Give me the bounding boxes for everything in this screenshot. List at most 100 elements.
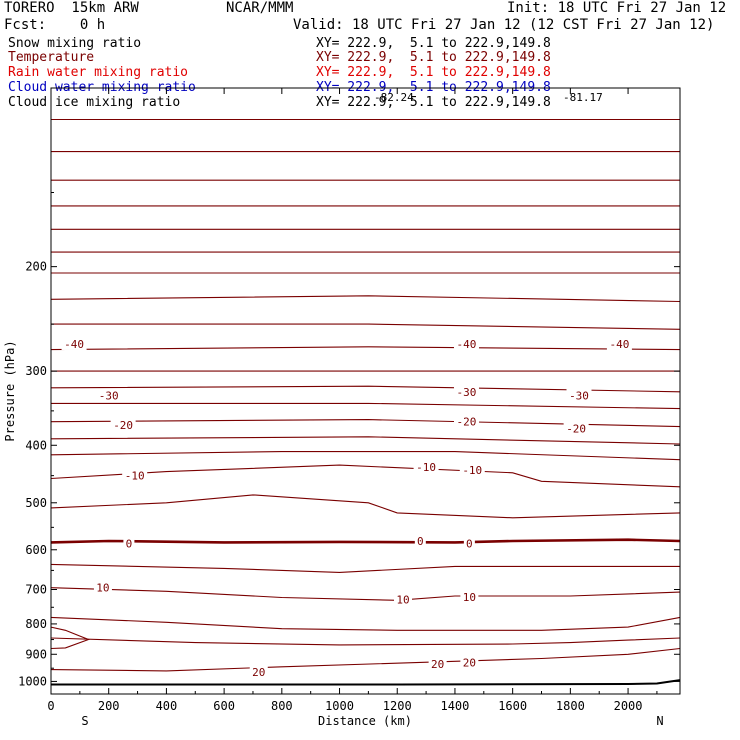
y-tick-label: 500 bbox=[25, 496, 47, 510]
contour-label-bg bbox=[123, 536, 135, 550]
contour-label: -10 bbox=[462, 464, 482, 477]
y-tick-label: 900 bbox=[25, 647, 47, 661]
contour-label: 0 bbox=[466, 537, 473, 550]
contour-label-bg bbox=[61, 336, 87, 350]
temperature-contour bbox=[50, 587, 681, 601]
temperature-contour bbox=[50, 647, 681, 672]
temperature-contour bbox=[50, 346, 681, 351]
contour-label-bg bbox=[459, 462, 485, 476]
y-tick-label: 200 bbox=[25, 260, 47, 274]
contour-label-bg bbox=[460, 655, 479, 669]
contour-label: 10 bbox=[396, 594, 409, 607]
field-name-rain: Rain water mixing ratio bbox=[8, 65, 189, 80]
contour-label-bg bbox=[463, 536, 475, 550]
field-name-snow: Snow mixing ratio bbox=[8, 36, 142, 51]
contour-label-bg bbox=[96, 388, 122, 402]
temperature-contour bbox=[50, 616, 681, 631]
contour-label-bg bbox=[606, 336, 632, 350]
temperature-contour bbox=[50, 436, 681, 445]
field-xy-snow: XY= 222.9, 5.1 to 222.9,149.8 bbox=[316, 36, 551, 51]
x-tick-label: 800 bbox=[271, 699, 293, 713]
field-name-temperature: Temperature bbox=[8, 50, 95, 65]
temperature-contour bbox=[50, 563, 680, 573]
temperature-contour bbox=[51, 323, 681, 330]
x-tick-label: 1200 bbox=[383, 699, 412, 713]
temperature-contour bbox=[50, 494, 681, 519]
model-title: TORERO 15km ARW bbox=[4, 0, 139, 16]
field-name-cloud-ice: Cloud ice mixing ratio bbox=[8, 95, 181, 110]
contour-label-bg bbox=[453, 384, 479, 398]
top-overlay-label-left: -82.24 bbox=[374, 91, 414, 104]
temperature-contour bbox=[50, 538, 681, 544]
x-tick-label: 400 bbox=[156, 699, 178, 713]
contour-label: 10 bbox=[463, 591, 476, 604]
contour-label: -20 bbox=[457, 416, 477, 429]
x-tick-label: 1600 bbox=[498, 699, 527, 713]
temperature-contour bbox=[50, 626, 91, 650]
contour-label: -10 bbox=[125, 470, 145, 483]
center-label: NCAR/MMM bbox=[226, 0, 294, 16]
contour-labels: -40 -40 -40 -30 -30 -30 -20 -20 -20 -10 -10 -10 0 0 0 1… bbox=[61, 336, 632, 679]
contour-label-bg bbox=[93, 580, 112, 594]
contour-label: -30 bbox=[569, 390, 589, 403]
contour-label: -20 bbox=[566, 423, 586, 436]
field-xy-cloud-ice: XY= 222.9, 5.1 to 222.9,149.8 bbox=[316, 95, 551, 110]
contour-label-bg bbox=[453, 414, 479, 428]
x-tick-label: 200 bbox=[98, 699, 120, 713]
south-end-label: S bbox=[81, 714, 88, 728]
contour-label: 10 bbox=[96, 582, 109, 595]
x-tick-label: 600 bbox=[213, 699, 235, 713]
top-overlay-label-right: -81.17 bbox=[563, 91, 603, 104]
north-end-label: N bbox=[656, 714, 663, 728]
contour-label: -30 bbox=[457, 386, 477, 399]
contour-label-bg bbox=[394, 592, 413, 606]
y-tick-label: 600 bbox=[25, 543, 47, 557]
contour-label: -40 bbox=[609, 338, 629, 351]
contour-label-bg bbox=[460, 589, 479, 603]
terrain-layer bbox=[51, 679, 681, 686]
y-tick-label: 1000 bbox=[18, 674, 47, 688]
contour-label-bg bbox=[563, 421, 589, 435]
x-axis: 0 200 400 600 800 1000 1200 1400 1600 1800 2000 bbox=[47, 88, 658, 713]
contour-label-bg bbox=[122, 468, 148, 482]
y-tick-label: 400 bbox=[25, 438, 47, 452]
contour-label-bg bbox=[413, 459, 439, 473]
contour-label: -40 bbox=[64, 338, 84, 351]
field-xy-temperature: XY= 222.9, 5.1 to 222.9,149.8 bbox=[316, 50, 551, 65]
contour-label-bg bbox=[428, 657, 447, 671]
contour-label-bg bbox=[414, 534, 426, 548]
contour-label: -20 bbox=[113, 419, 133, 432]
contour-label: 0 bbox=[417, 535, 424, 548]
init-time: Init: 18 UTC Fri 27 Jan 12 bbox=[507, 0, 727, 16]
valid-time: Valid: 18 UTC Fri 27 Jan 12 (12 CST Fri … bbox=[293, 17, 715, 33]
contour-label: -10 bbox=[416, 461, 436, 474]
contour-label-bg bbox=[249, 665, 268, 679]
temperature-contour bbox=[50, 295, 681, 303]
x-tick-label: 1000 bbox=[325, 699, 354, 713]
contour-label-bg bbox=[566, 388, 592, 402]
plot-frame bbox=[50, 87, 681, 695]
terrain-line bbox=[51, 679, 681, 686]
contour-label: -30 bbox=[99, 390, 119, 403]
y-axis-title: Pressure (hPa) bbox=[3, 340, 17, 441]
y-tick-label: 300 bbox=[25, 364, 47, 378]
forecast-hour: Fcst: 0 h bbox=[4, 17, 106, 33]
contour-label-bg bbox=[453, 336, 479, 350]
y-tick-label: 800 bbox=[25, 617, 47, 631]
contour-label: 0 bbox=[126, 537, 133, 550]
temperature-contour bbox=[50, 451, 681, 461]
x-tick-label: 1400 bbox=[440, 699, 469, 713]
temperature-contour bbox=[51, 402, 681, 410]
temperature-contour bbox=[50, 637, 681, 646]
y-tick-label: 700 bbox=[25, 583, 47, 597]
contour-label-bg bbox=[110, 418, 136, 432]
contour-label: 20 bbox=[431, 658, 444, 671]
contour-label: 20 bbox=[463, 657, 476, 670]
field-xy-rain: XY= 222.9, 5.1 to 222.9,149.8 bbox=[316, 65, 551, 80]
x-axis-title: Distance (km) bbox=[318, 714, 412, 728]
contour-label: -40 bbox=[457, 338, 477, 351]
x-tick-label: 0 bbox=[47, 699, 54, 713]
x-tick-label: 2000 bbox=[614, 699, 643, 713]
